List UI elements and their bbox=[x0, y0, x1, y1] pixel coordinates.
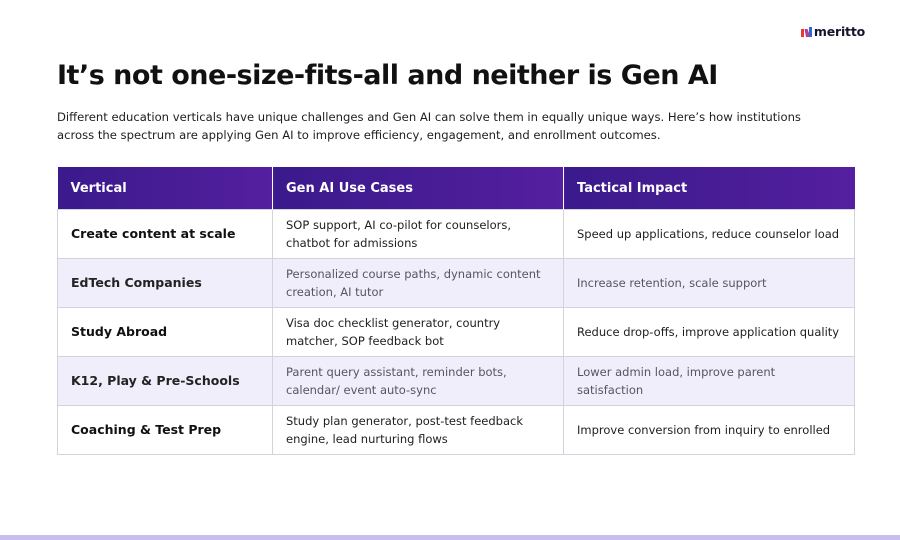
vertical-cell: Study Abroad bbox=[57, 307, 273, 357]
vertical-cell: Coaching & Test Prep bbox=[57, 405, 273, 455]
use-case-table: Vertical Gen AI Use Cases Tactical Impac… bbox=[57, 167, 855, 455]
table-row: Coaching & Test Prep Study plan generato… bbox=[57, 405, 855, 455]
use-cases-cell: Study plan generator, post-test feedback… bbox=[272, 405, 564, 455]
use-cases-cell: SOP support, AI co-pilot for counselors,… bbox=[272, 209, 564, 259]
page-subtitle: Different education verticals have uniqu… bbox=[57, 110, 801, 142]
column-header-vertical: Vertical bbox=[57, 167, 273, 210]
use-cases-cell: Personalized course paths, dynamic conte… bbox=[272, 258, 564, 308]
impact-cell: Improve conversion from inquiry to enrol… bbox=[563, 405, 855, 455]
table-body: Create content at scale SOP support, AI … bbox=[57, 209, 855, 455]
vertical-cell: K12, Play & Pre-Schools bbox=[57, 356, 273, 406]
column-header-impact: Tactical Impact bbox=[563, 167, 855, 210]
impact-cell: Reduce drop-offs, improve application qu… bbox=[563, 307, 855, 357]
table-row: Study Abroad Visa doc checklist generato… bbox=[57, 307, 855, 357]
table-header-row: Vertical Gen AI Use Cases Tactical Impac… bbox=[57, 167, 855, 210]
table-row: Create content at scale SOP support, AI … bbox=[57, 209, 855, 259]
impact-cell: Lower admin load, improve parent satisfa… bbox=[563, 356, 855, 406]
impact-cell: Speed up applications, reduce counselor … bbox=[563, 209, 855, 259]
footer-accent-bar bbox=[0, 535, 900, 540]
use-cases-cell: Parent query assistant, reminder bots, c… bbox=[272, 356, 564, 406]
brand-logo: meritto bbox=[800, 24, 865, 39]
table-header: Vertical Gen AI Use Cases Tactical Impac… bbox=[57, 167, 855, 210]
table-row: K12, Play & Pre-Schools Parent query ass… bbox=[57, 356, 855, 406]
table-row: EdTech Companies Personalized course pat… bbox=[57, 258, 855, 308]
vertical-cell: EdTech Companies bbox=[57, 258, 273, 308]
impact-cell: Increase retention, scale support bbox=[563, 258, 855, 308]
brand-name: meritto bbox=[813, 24, 865, 39]
column-header-use-cases: Gen AI Use Cases bbox=[272, 167, 564, 210]
meritto-m-mark-icon bbox=[800, 26, 812, 37]
use-cases-cell: Visa doc checklist generator, country ma… bbox=[272, 307, 564, 357]
page-title: It’s not one-size-fits-all and neither i… bbox=[57, 60, 718, 91]
vertical-cell: Create content at scale bbox=[57, 209, 273, 259]
